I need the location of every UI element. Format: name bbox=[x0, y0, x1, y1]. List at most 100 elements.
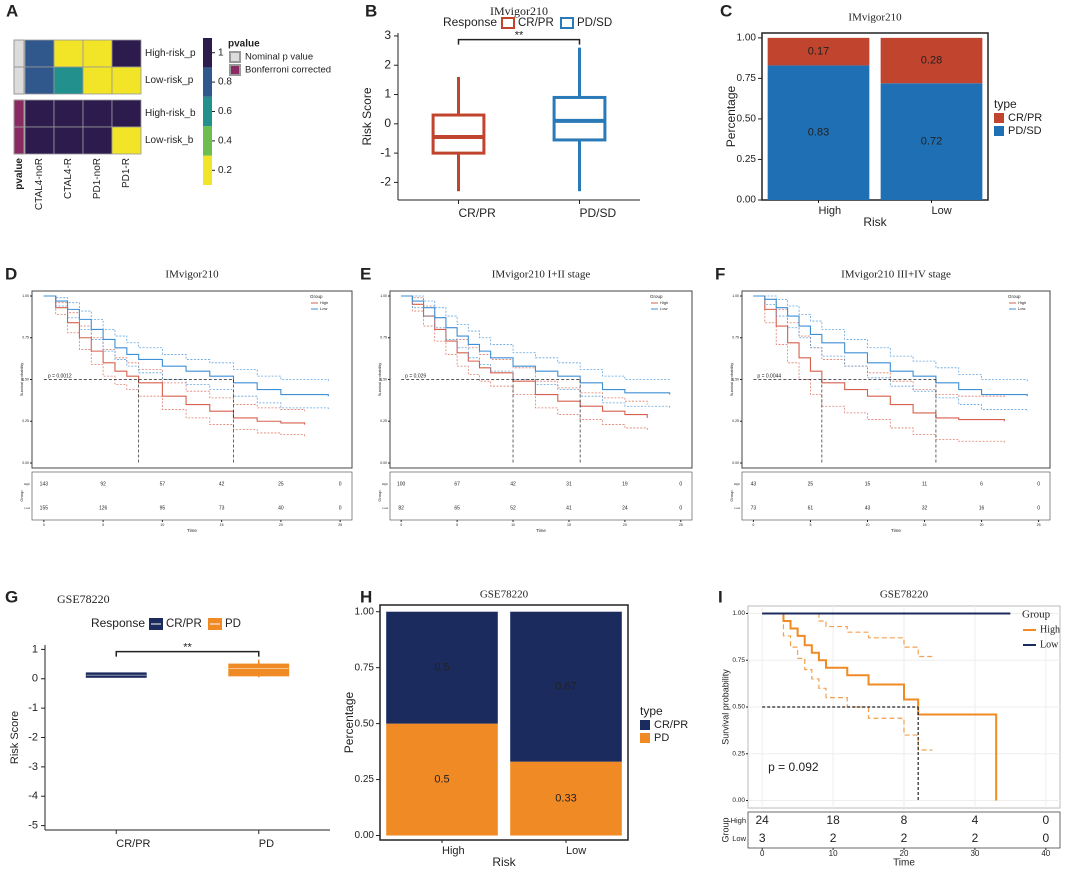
y-axis-label: Survival probability bbox=[377, 363, 382, 397]
y-axis-label: Risk Score bbox=[9, 711, 21, 764]
significance-label: ** bbox=[515, 30, 524, 42]
x-tick-label: 20 bbox=[623, 523, 627, 527]
risk-table-value: 41 bbox=[566, 505, 572, 511]
legend-label: Bonferroni corrected bbox=[245, 65, 331, 76]
y-tick-label: 1.00 bbox=[737, 33, 757, 44]
column-label: CTAL4-R bbox=[63, 158, 74, 199]
legend-label: Low bbox=[1040, 639, 1059, 650]
legend-label: Nominal p value bbox=[245, 52, 313, 63]
risk-table-value: 82 bbox=[398, 505, 404, 511]
risk-table-value: 42 bbox=[510, 481, 516, 487]
heatmap-cell bbox=[53, 99, 84, 128]
y-tick-label: 0.00 bbox=[732, 797, 745, 804]
x-tick-label: PD/SD bbox=[580, 206, 617, 220]
x-tick-label: 25 bbox=[338, 523, 342, 527]
y-tick-label: 1.00 bbox=[355, 606, 375, 617]
survival-curve bbox=[43, 295, 329, 397]
legend-swatch bbox=[640, 733, 650, 743]
panel-label: F bbox=[715, 264, 725, 283]
risk-table-value: 0 bbox=[1042, 831, 1049, 845]
legend-swatch bbox=[501, 17, 515, 29]
heatmap-cell bbox=[111, 39, 142, 68]
x-tick-label: 0 bbox=[400, 523, 402, 527]
risk-table-value: 32 bbox=[922, 505, 928, 511]
legend-label: PD bbox=[225, 618, 241, 630]
legend-label: CR/PR bbox=[1008, 112, 1042, 124]
risk-table-row-label: High bbox=[382, 482, 389, 486]
y-tick-label: 0.00 bbox=[732, 461, 739, 465]
y-tick-label: 0.25 bbox=[732, 750, 745, 757]
colorbar-block bbox=[203, 96, 212, 127]
confidence-line bbox=[401, 295, 648, 405]
x-tick-label: 15 bbox=[923, 523, 927, 527]
risk-table-frame bbox=[747, 811, 1061, 849]
risk-table-value: 0 bbox=[679, 505, 682, 511]
x-tick-label: 25 bbox=[1037, 523, 1041, 527]
risk-table-value: 73 bbox=[751, 505, 757, 511]
plot-frame bbox=[379, 604, 629, 841]
x-tick-label: Low bbox=[932, 205, 952, 217]
legend-swatch bbox=[640, 720, 650, 730]
p-value: p = 0.029 bbox=[405, 373, 426, 379]
legend-swatch bbox=[994, 126, 1004, 136]
y-tick-label: 1 bbox=[384, 87, 391, 101]
y-tick-label: 0.75 bbox=[380, 336, 387, 340]
x-axis-label: Risk bbox=[863, 215, 887, 229]
y-tick-label: 0.25 bbox=[355, 774, 375, 785]
y-tick-label: 0.00 bbox=[22, 461, 29, 465]
p-value: p = 0.0044 bbox=[757, 373, 781, 379]
data-label: 0.28 bbox=[921, 54, 942, 66]
risk-table-value: 0 bbox=[1037, 505, 1040, 511]
risk-table-value: 73 bbox=[219, 505, 225, 511]
risk-table-value: 19 bbox=[622, 481, 628, 487]
risk-table-frame bbox=[31, 471, 353, 521]
risk-table-row-label: Low bbox=[382, 506, 388, 510]
legend-label: Low bbox=[660, 306, 667, 311]
heatmap-cell bbox=[24, 39, 55, 68]
x-tick-label: PD bbox=[259, 838, 274, 850]
y-tick-label: 0.50 bbox=[737, 114, 757, 125]
confidence-line bbox=[762, 612, 933, 658]
risk-table-value: 3 bbox=[759, 831, 766, 845]
survival-curve bbox=[43, 295, 306, 425]
x-tick-label: 0 bbox=[760, 849, 765, 858]
heatmap-cell bbox=[82, 99, 113, 128]
x-tick-label: 5 bbox=[456, 523, 458, 527]
y-tick-label: -2 bbox=[380, 175, 391, 189]
colorbar-label: 0.4 bbox=[218, 136, 232, 147]
x-axis-label: Risk bbox=[492, 855, 516, 869]
chart-title: IMvigor210 bbox=[848, 12, 902, 24]
x-tick-label: 25 bbox=[679, 523, 683, 527]
risk-table-value: 2 bbox=[972, 831, 979, 845]
risk-table-value: 8 bbox=[901, 813, 908, 827]
x-tick-label: 30 bbox=[970, 849, 979, 858]
risk-table-value: 16 bbox=[979, 505, 985, 511]
risk-table-value: 31 bbox=[566, 481, 572, 487]
y-axis-label: Percentage bbox=[342, 691, 356, 753]
legend-label: High bbox=[320, 300, 328, 305]
heatmap-cell bbox=[53, 66, 84, 95]
annotation-label: pvalue bbox=[14, 158, 25, 190]
legend-swatch bbox=[994, 113, 1004, 123]
x-tick-label: CR/PR bbox=[116, 838, 150, 850]
risk-table-value: 24 bbox=[756, 813, 770, 827]
risk-table-row-label: High bbox=[731, 816, 746, 825]
y-tick-label: -3 bbox=[28, 761, 38, 773]
y-tick-label: -2 bbox=[28, 731, 38, 743]
risk-table-value: 126 bbox=[99, 505, 108, 511]
bar-segment bbox=[386, 723, 498, 836]
x-tick-label: High bbox=[442, 845, 465, 857]
survival-curve bbox=[762, 612, 998, 801]
heatmap-cell bbox=[82, 126, 113, 155]
y-tick-label: 0.75 bbox=[732, 336, 739, 340]
heatmap-cell bbox=[111, 99, 142, 128]
survival-curve bbox=[753, 295, 1028, 397]
y-axis-label: Risk Score bbox=[360, 87, 374, 145]
y-tick-label: 0.75 bbox=[732, 657, 745, 664]
risk-table-value: 15 bbox=[865, 481, 871, 487]
y-axis-label: Percentage bbox=[724, 85, 738, 147]
data-label: 0.72 bbox=[921, 136, 942, 148]
risk-table-value: 0 bbox=[1042, 813, 1049, 827]
data-label: 0.5 bbox=[434, 773, 449, 785]
